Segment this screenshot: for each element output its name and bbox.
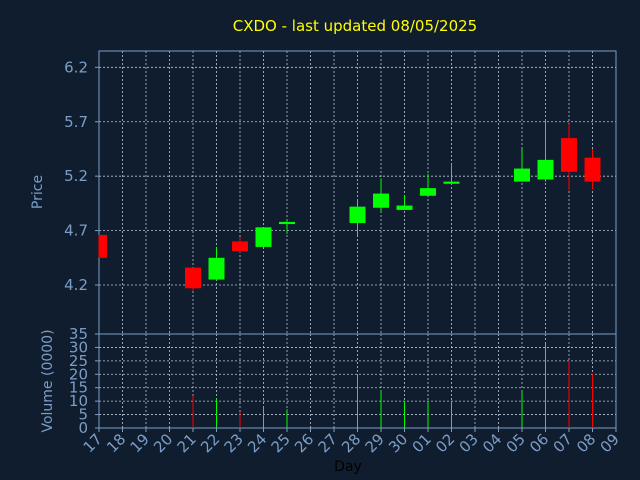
candle-body [420, 188, 436, 196]
x-tick-label: 07 [550, 430, 576, 456]
x-tick-label: 19 [127, 430, 153, 456]
candle-body [537, 159, 554, 180]
chart-title: CXDO - last updated 08/05/2025 [233, 17, 477, 35]
x-tick-label: 27 [315, 430, 341, 456]
candle-body [443, 181, 460, 184]
volume-tick-label: 25 [69, 352, 88, 370]
volume-tick-label: 35 [69, 325, 88, 343]
candle-body [584, 157, 601, 182]
candle-body [396, 205, 413, 210]
x-tick-label: 03 [456, 430, 482, 456]
x-tick-label: 28 [338, 430, 364, 456]
candle-body [255, 227, 272, 247]
price-tick-label: 6.2 [64, 58, 88, 76]
x-tick-label: 25 [268, 430, 294, 456]
price-panel: 6.2 5.7 5.2 4.7 4.2 [64, 50, 617, 335]
x-tick-label: 18 [103, 430, 129, 456]
candle-body [279, 221, 295, 225]
candle-body [514, 168, 530, 182]
price-tick-label: 4.7 [64, 222, 88, 240]
x-tick-label: 08 [573, 430, 599, 456]
x-tick-label: 23 [221, 430, 247, 456]
x-tick-label: 06 [526, 430, 552, 456]
x-tick-label: 24 [244, 430, 270, 456]
x-tick-label: 22 [197, 430, 223, 456]
volume-tick-label: 10 [69, 392, 88, 410]
candle-body [208, 257, 225, 280]
candle-body [349, 206, 366, 223]
x-axis: 1718192021222324252627282930010203040506… [80, 428, 623, 456]
candle-body [185, 267, 201, 289]
x-tick-label: 30 [385, 430, 411, 456]
candle-body [373, 193, 389, 208]
candle-body [561, 138, 577, 172]
price-tick-label: 4.2 [64, 276, 88, 294]
volume-tick-label: 20 [69, 365, 88, 383]
price-tick-label: 5.7 [64, 113, 88, 131]
x-tick-label: 02 [432, 430, 458, 456]
volume-axis-label: Volume (0000) [40, 329, 56, 432]
x-tick-label: 05 [503, 430, 529, 456]
x-tick-label: 09 [597, 430, 623, 456]
x-tick-label: 21 [174, 430, 200, 456]
x-tick-label: 29 [362, 430, 388, 456]
x-tick-label: 20 [150, 430, 176, 456]
x-tick-label: 26 [291, 430, 317, 456]
candle-body [99, 234, 107, 258]
x-axis-label: Day [334, 459, 362, 475]
price-axis-label: Price [30, 175, 46, 209]
x-tick-label: 01 [409, 430, 435, 456]
price-tick-label: 5.2 [64, 167, 88, 185]
volume-tick-label: 0 [78, 419, 88, 437]
x-tick-label: 04 [479, 430, 505, 456]
volume-tick-label: 15 [69, 379, 88, 397]
candle-body [232, 241, 248, 252]
volume-tick-label: 5 [78, 406, 88, 424]
volume-tick-label: 30 [69, 338, 88, 356]
